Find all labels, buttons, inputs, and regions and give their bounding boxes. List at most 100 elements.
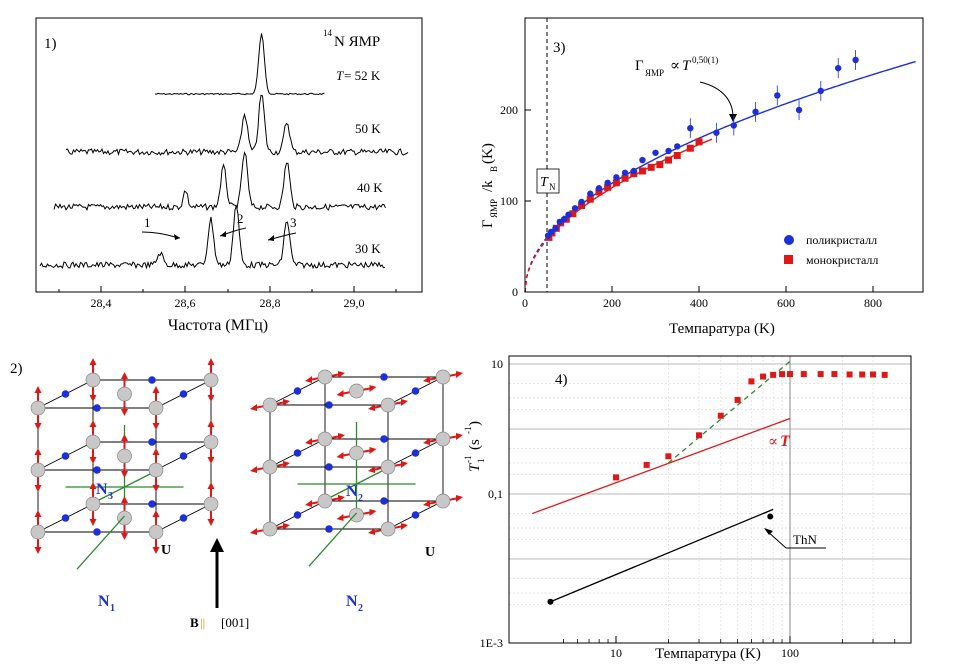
n-atom xyxy=(411,387,420,395)
panel3-ytick-label: 0 xyxy=(512,285,518,299)
n-atom xyxy=(179,390,188,398)
n-atom xyxy=(61,514,70,522)
spin-arrowhead xyxy=(456,433,463,440)
panel1-xtick-label: 28,8 xyxy=(260,296,281,310)
spin-arrowhead xyxy=(89,420,97,427)
spin-arrowhead xyxy=(152,510,160,517)
spin-arrowhead xyxy=(152,547,160,554)
u-atom xyxy=(435,369,451,385)
mono-point xyxy=(673,152,681,159)
panel1-temp-52: = 52 K xyxy=(344,68,381,83)
poly-point xyxy=(795,106,803,114)
panel1-temp-40: 40 K xyxy=(357,180,383,195)
u-atom xyxy=(317,431,333,447)
poly-point xyxy=(687,125,694,132)
u-atom xyxy=(317,493,333,509)
poly-point xyxy=(652,149,659,156)
tn-label: T xyxy=(540,175,549,190)
panel4-ylabel-close: ) xyxy=(467,421,483,426)
panel4-ytick-label: 0,1 xyxy=(488,487,503,501)
panel-3: 3) T N Γ ЯМР ∝ T 0,50(1) поликристалл мо… xyxy=(480,17,924,337)
spin-arrowhead xyxy=(369,447,377,454)
panel4-ytick-label: 1E-3 xyxy=(480,636,503,650)
spectrum-50K xyxy=(65,94,409,157)
lattice-bond xyxy=(76,515,125,570)
n-atom xyxy=(411,511,420,519)
spin-arrowhead xyxy=(121,533,128,540)
spin-arrowhead xyxy=(152,423,160,430)
spin-arrowhead xyxy=(338,371,345,378)
panel4-label: 4) xyxy=(555,372,568,388)
panel4-ylabel-T: T xyxy=(467,462,483,472)
panel4-ylabel-unit: (s xyxy=(467,439,483,450)
n-atom xyxy=(380,497,388,505)
fit-poly-line xyxy=(546,60,916,239)
panel-1: 1) 14 N ЯМР T = 52 K 50 K 40 K 30 K 1 2 … xyxy=(35,17,423,334)
u-atom xyxy=(203,434,219,450)
panel3-ytick-label: 200 xyxy=(500,103,518,117)
panel3-frame xyxy=(524,17,924,293)
panel4-data-points xyxy=(547,371,888,605)
poly-point xyxy=(547,228,555,236)
mono-point xyxy=(612,179,620,187)
spin-arrowhead xyxy=(207,420,215,427)
spin-arrowhead xyxy=(207,395,215,402)
u-atom xyxy=(148,400,164,416)
n1-label-sub: 1 xyxy=(110,603,115,614)
spin-arrowhead xyxy=(336,514,344,521)
panel3-ylabel-sub: ЯМР xyxy=(489,199,499,218)
poly-point xyxy=(817,87,824,95)
peak-arrowhead-2 xyxy=(220,231,226,237)
poly-point xyxy=(604,179,611,186)
panel3-ylabel: Γ ЯМР /k B (K) xyxy=(480,143,499,228)
tn-box xyxy=(536,168,560,194)
n-atom xyxy=(179,452,188,460)
legend-poly-marker xyxy=(784,235,794,245)
mono-point xyxy=(695,138,703,146)
un-point xyxy=(831,371,838,378)
un-point xyxy=(817,371,824,378)
u-atom xyxy=(30,462,46,478)
poly-point xyxy=(630,167,637,175)
un-point xyxy=(717,412,724,419)
poly-point xyxy=(639,156,646,164)
n3-label-sub: 3 xyxy=(108,491,113,502)
tn-label-sub: N xyxy=(549,182,556,192)
spectrum-40K xyxy=(53,151,386,212)
spin-arrowhead xyxy=(283,523,290,530)
u-label-left: U xyxy=(161,543,171,558)
u-atom xyxy=(85,434,101,450)
peak-arrowhead-3 xyxy=(268,235,274,241)
panel4-xtick-label: 100 xyxy=(781,646,799,660)
spin-arrowhead xyxy=(250,528,257,535)
spin-arrowhead xyxy=(368,404,375,411)
formula-exponent: 0,50(1) xyxy=(692,55,718,65)
poly-point xyxy=(713,129,720,136)
poly-point xyxy=(560,216,568,223)
panel3-ylabel-div: /k xyxy=(480,180,496,192)
spectrum-52K xyxy=(154,33,325,96)
poly-point xyxy=(565,211,572,218)
u-atom xyxy=(380,459,396,475)
panel3-label: 3) xyxy=(553,40,566,56)
u-atom xyxy=(148,462,164,478)
panel1-label: 1) xyxy=(44,36,57,52)
poly-point xyxy=(621,169,629,176)
spin-arrowhead xyxy=(338,433,345,440)
thn-point xyxy=(547,598,554,605)
panel4-ylabel-exp: -1 xyxy=(463,456,473,464)
n3-label: N xyxy=(96,481,108,498)
un-point xyxy=(859,371,866,378)
u-atom xyxy=(435,431,451,447)
spin-arrowhead xyxy=(34,423,42,430)
thn-fit xyxy=(550,508,774,603)
poly-point xyxy=(852,56,859,64)
panel4-ylabel-sub: 1 xyxy=(476,459,486,464)
panel3-xlabel: Темпаратура (K) xyxy=(669,321,775,337)
u-atom xyxy=(262,521,278,537)
mono-point xyxy=(647,163,655,171)
panel1-xlabel: Частота (МГц) xyxy=(168,317,268,334)
n-atom xyxy=(293,449,302,457)
spin-arrowhead xyxy=(121,434,128,441)
poly-point xyxy=(578,198,585,206)
